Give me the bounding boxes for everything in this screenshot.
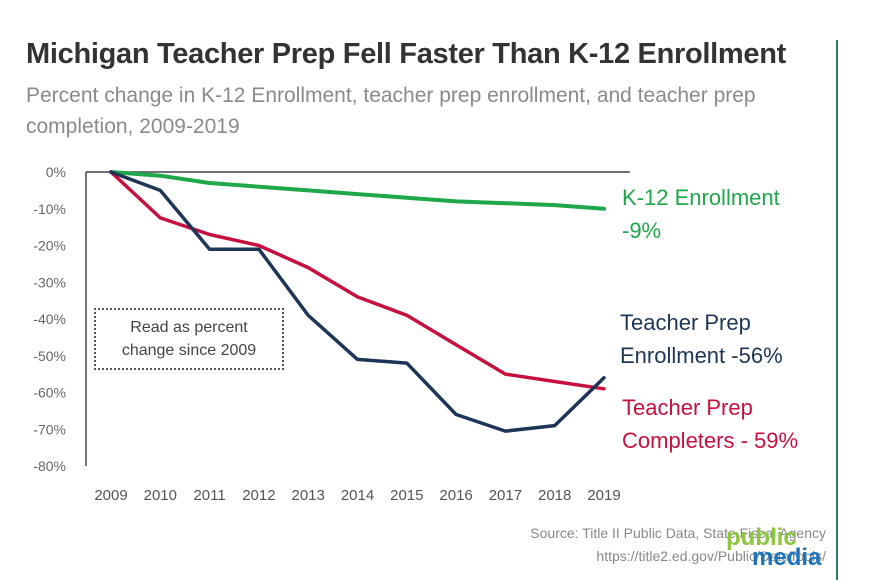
x-tick-label: 2013 (292, 487, 325, 504)
x-tick-label: 2010 (144, 487, 177, 504)
series-labels: K-12 Enrollment -9% Teacher Prep Enrollment… (620, 185, 798, 453)
y-tick-label: -50% (33, 348, 66, 364)
series-lines (109, 170, 606, 433)
series-line-enroll (109, 170, 606, 433)
x-axis: 2009 2010 2011 2012 2013 2014 2015 2016 2017 2018… (86, 171, 630, 504)
y-tick-label: -60% (33, 385, 66, 401)
series-label-enroll-line-2: Enrollment -56% (620, 343, 783, 368)
y-tick-label: -20% (33, 238, 66, 254)
series-label-complete-line-1: Teacher Prep (622, 395, 753, 420)
x-tick-label: 2014 (341, 487, 374, 504)
x-tick-label: 2012 (242, 487, 275, 504)
x-tick-label: 2018 (538, 487, 571, 504)
x-tick-label: 2017 (489, 487, 522, 504)
y-tick-label: -30% (33, 274, 66, 290)
x-tick-label: 2015 (390, 487, 423, 504)
y-tick-label: 0% (46, 164, 66, 180)
series-label-enroll-line-1: Teacher Prep (620, 310, 751, 335)
y-axis: 0% -10% -20% -30% -40% -50% -60% -70% -80% (33, 164, 87, 474)
annotation-line-2: change since 2009 (121, 342, 257, 359)
source-line-2: https://title2.ed.gov/Public/DataTools/ (596, 548, 826, 564)
source-line-1: Source: Title II Public Data, State Fisc… (530, 525, 826, 541)
right-divider (836, 40, 838, 580)
source-note: Source: Title II Public Data, State Fisc… (530, 522, 826, 568)
annotation-line-1: Read as percent (130, 319, 248, 336)
x-tick-label: 2019 (587, 487, 620, 504)
chart-title: Michigan Teacher Prep Fell Faster Than K… (26, 38, 787, 70)
series-label-k12-line-2: -9% (622, 218, 661, 243)
public-media-logo: public media (712, 524, 822, 571)
y-tick-label: -10% (33, 201, 66, 217)
series-label-k12-line-1: K-12 Enrollment (622, 185, 780, 210)
logo-line-1: public (726, 524, 797, 551)
annotation-box: Read as percent change since 2009 (94, 308, 284, 370)
x-tick-label: 2011 (193, 487, 225, 504)
x-tick-label: 2009 (94, 487, 127, 504)
series-line-k12 (109, 170, 606, 211)
y-tick-label: -70% (33, 421, 66, 437)
y-tick-label: -40% (33, 311, 66, 327)
logo-line-2: media (752, 544, 822, 571)
x-tick-label: 2016 (439, 487, 472, 504)
series-label-complete-line-2: Completers - 59% (622, 428, 798, 453)
chart-subtitle: Percent change in K-12 Enrollment, teach… (26, 84, 756, 138)
y-tick-label: -80% (33, 458, 66, 474)
